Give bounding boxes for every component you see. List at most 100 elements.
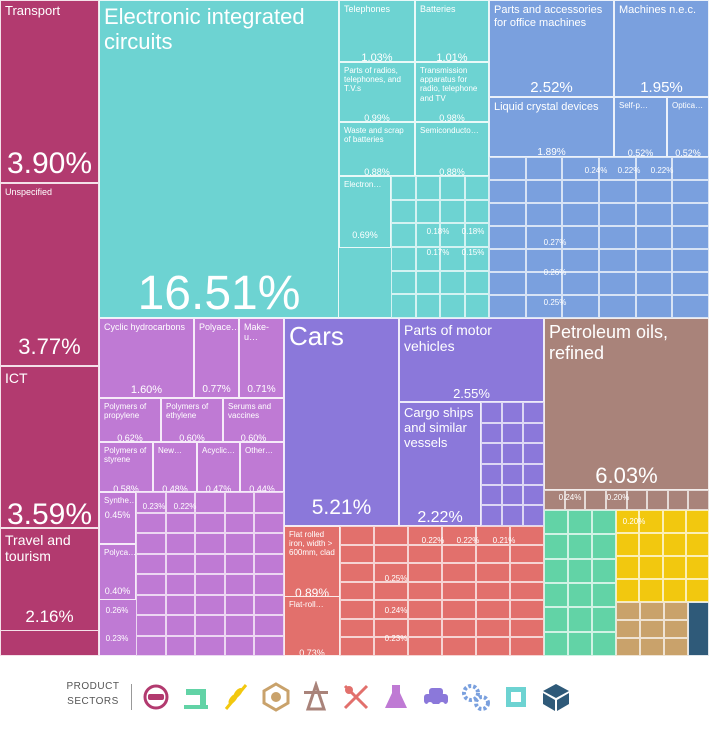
minor-product-cell	[685, 579, 709, 602]
tile-flat-roll[interactable]: Flat-roll… 0.73%	[284, 596, 340, 656]
minor-product-cell	[165, 574, 196, 595]
minor-product-cell	[481, 422, 502, 444]
minor-product-cell	[254, 594, 284, 615]
tile-other-chem[interactable]: Other… 0.44%	[240, 442, 284, 492]
car-icon[interactable]	[420, 681, 452, 713]
tile-label: Semiconducto…	[420, 126, 479, 135]
tile-waste-batteries[interactable]: Waste and scrap of batteries 0.88%	[339, 122, 415, 176]
tile-label: Polymers of styrene	[104, 446, 147, 465]
minor-product-cell	[440, 199, 465, 224]
minor-product-cell	[635, 180, 673, 203]
tile-polystyrene[interactable]: Polymers of styrene 0.58%	[99, 442, 153, 492]
tile-label: Cargo ships and similar vessels	[404, 405, 474, 450]
minor-product-cell	[340, 600, 374, 619]
gem-icon[interactable]	[260, 681, 292, 713]
tile-cyclic[interactable]: Cyclic hydrocarbons 1.60%	[99, 318, 194, 398]
minor-value-label: 0.26%	[543, 268, 567, 277]
minor-product-cell	[489, 180, 526, 203]
tile-label: Petroleum oils, refined	[549, 322, 669, 363]
minor-product-cell	[635, 249, 673, 272]
minor-product-cell	[374, 637, 408, 656]
tile-serums[interactable]: Serums and vaccines 0.60%	[223, 398, 284, 442]
tile-batteries[interactable]: Batteries 1.01%	[415, 0, 489, 62]
chip-icon[interactable]	[500, 681, 532, 713]
minor-product-cell	[415, 176, 440, 200]
sewing-machine-icon[interactable]	[180, 681, 212, 713]
minor-product-cell	[489, 249, 526, 272]
minor-product-cell	[340, 526, 374, 545]
minor-product-cell	[136, 492, 166, 513]
tile-new[interactable]: New… 0.48%	[153, 442, 197, 492]
tile-label: Machines n.e.c.	[619, 4, 697, 16]
tile-label: Transmission apparatus for radio, teleph…	[420, 66, 478, 103]
minor-product-cell	[195, 553, 225, 574]
box-icon[interactable]	[540, 681, 572, 713]
minor-product-cell	[254, 533, 284, 554]
tile-flat-rolled-clad[interactable]: Flat rolled iron, width > 600mm, clad 0.8…	[284, 526, 340, 602]
tile-optica[interactable]: Optica… 0.52%	[667, 97, 709, 157]
minor-product-cell	[442, 618, 476, 638]
pick-shovel-icon[interactable]	[340, 681, 372, 713]
tile-make-u[interactable]: Make-u… 0.71%	[239, 318, 284, 398]
tile-lcd[interactable]: Liquid crystal devices 1.89%	[489, 97, 614, 157]
tile-radio-parts[interactable]: Parts of radios, telephones, and T.V.s 0.…	[339, 62, 415, 122]
tile-polyethylene[interactable]: Polymers of ethylene 0.60%	[161, 398, 223, 442]
tile-petroleum[interactable]: Petroleum oils, refined 6.03%	[544, 318, 709, 490]
tile-electron[interactable]: Electron… 0.69%	[339, 176, 391, 248]
tile-travel[interactable]: Travel and tourism 2.16%	[0, 528, 99, 631]
tile-ict[interactable]: ICT 3.59%	[0, 366, 99, 528]
tile-value: 1.60%	[130, 384, 163, 396]
tile-cargo-ships[interactable]: Cargo ships and similar vessels 2.22%	[399, 402, 481, 526]
wheat-icon[interactable]	[220, 681, 252, 713]
minor-product-cell	[415, 270, 440, 295]
tile-self-p[interactable]: Self-p… 0.52%	[614, 97, 667, 157]
tile-office-parts[interactable]: Parts and accessories for office machine…	[489, 0, 614, 97]
minor-value-label: 0.18%	[461, 227, 485, 236]
minor-product-cell	[408, 600, 442, 619]
tile-unspecified[interactable]: Unspecified 3.77%	[0, 183, 99, 366]
minor-product-cell	[523, 484, 544, 506]
minor-product-cell	[605, 490, 627, 510]
tile-semiconductors[interactable]: Semiconducto… 0.88%	[415, 122, 489, 176]
minor-product-cell	[502, 443, 523, 464]
minor-product-cell	[481, 402, 502, 423]
minor-product-cell	[254, 492, 284, 513]
minor-product-cell	[510, 563, 544, 582]
tile-transport[interactable]: Transport 3.90%	[0, 0, 99, 183]
minor-product-cell	[391, 247, 416, 271]
minor-product-cell	[165, 594, 196, 615]
flask-icon[interactable]	[380, 681, 412, 713]
tile-machines-nec[interactable]: Machines n.e.c. 1.95%	[614, 0, 709, 97]
minor-product-cell	[476, 544, 510, 564]
treemap-chart: Transport 3.90% Unspecified 3.77% ICT 3.59% Tr…	[0, 0, 709, 656]
tile-polyace[interactable]: Polyace… 0.77%	[194, 318, 239, 398]
tile-label: Polyace…	[199, 322, 239, 332]
minor-product-cell	[195, 533, 225, 554]
handshake-arrows-icon[interactable]	[140, 681, 172, 713]
minor-product-cell	[489, 157, 526, 180]
tile-acyclic[interactable]: Acyclic… 0.47%	[197, 442, 240, 492]
minor-product-cell	[564, 490, 586, 510]
tile-value: 2.22%	[417, 509, 463, 526]
minor-product-cell	[626, 490, 648, 510]
tile-label: Acyclic…	[202, 446, 235, 455]
minor-product-cell	[647, 490, 668, 510]
tile-cars[interactable]: Cars 5.21%	[284, 318, 399, 526]
tile-polypropylene[interactable]: Polymers of propylene 0.62%	[99, 398, 161, 442]
tile-polyca[interactable]: Polyca… 0.40%	[99, 544, 136, 600]
tile-transmission[interactable]: Transmission apparatus for radio, teleph…	[415, 62, 489, 122]
oil-derrick-icon[interactable]	[300, 681, 332, 713]
tile-value: 0.60%	[240, 433, 267, 442]
tile-value: 0.98%	[439, 113, 465, 122]
minor-product-cell	[562, 226, 599, 249]
minor-product-cell	[592, 583, 616, 608]
tile-value: 0.44%	[249, 484, 275, 492]
gears-icon[interactable]	[460, 681, 492, 713]
tile-telephones[interactable]: Telephones 1.03%	[339, 0, 415, 62]
tile-eic[interactable]: Electronic integrated circuits 16.51%	[99, 0, 339, 318]
tile-synthe[interactable]: Synthe… 0.45%	[99, 492, 136, 544]
minor-product-cell	[481, 505, 502, 526]
minor-product-cell	[464, 294, 489, 318]
tile-motor-parts[interactable]: Parts of motor vehicles 2.55%	[399, 318, 544, 402]
minor-product-cell	[616, 579, 640, 602]
